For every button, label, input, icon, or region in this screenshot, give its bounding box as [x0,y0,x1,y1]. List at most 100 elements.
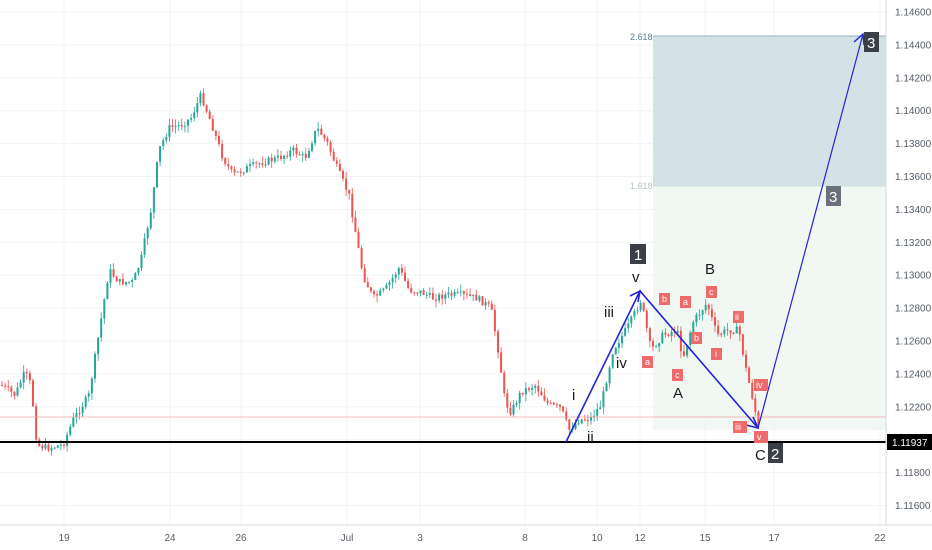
candle-body [72,417,75,427]
price-tick-label: 1.11600 [895,501,931,512]
candle-body [35,406,38,440]
candle-body [47,444,50,451]
current-price-tag-bg [887,434,932,450]
candle-body [332,151,335,161]
candle-body [658,343,661,347]
price-axis[interactable]: 1.14600 1.14400 1.14200 1.14000 1.13800 1.136… [885,0,932,525]
candle-body [329,141,332,152]
candle-body [338,163,341,171]
candle-body [707,304,710,310]
candle-body [543,395,546,401]
candle-body [410,287,413,293]
candle-body [450,292,453,296]
candle-body [528,388,530,390]
candle-body [453,292,456,296]
candle-body [586,420,589,422]
candle-body [218,135,220,145]
sub-b1: b [662,294,667,304]
candle-body [84,396,87,407]
candle-body [490,303,493,310]
candle-body [596,409,599,416]
candle-body [283,155,286,159]
candle-body [224,158,227,165]
wave-ii: ii [587,429,594,446]
candle-body [323,134,326,139]
candle-body [503,372,506,394]
candle-body [193,112,196,119]
candle-body [670,331,673,337]
candle-body [500,352,503,373]
candle-body [605,383,608,392]
candle-body [233,169,236,173]
sub-c2: c [709,287,714,297]
candle-body [521,392,524,395]
candle-body [683,351,685,356]
candle-body [549,402,552,404]
time-axis[interactable]: 19 24 26 Jul 3 8 10 12 15 17 22 [0,524,932,544]
candle-body [22,371,25,383]
candle-body [633,311,636,317]
candle-body [360,247,363,268]
candle-body [630,316,633,324]
wave-i: i [572,387,575,404]
candle-body [78,413,81,415]
candle-body [19,382,22,388]
candle-body [462,291,465,294]
candle-body [87,393,90,397]
candle-body [441,294,444,299]
candle-body [342,170,344,179]
time-tick-label: 26 [235,533,247,544]
sub-c2-box [706,286,717,298]
candle-body [676,330,679,333]
candle-body [230,166,233,170]
fib-label-2618: 2.618 [630,32,653,42]
candle-body [112,269,115,277]
candle-body [593,415,596,417]
candle-body [7,386,10,388]
candle-body [413,292,416,294]
price-tick-label: 1.14400 [895,40,932,51]
time-tick-label: 3 [417,533,423,544]
wave-C: C [755,447,766,464]
candle-body [509,407,512,415]
price-tick-label: 1.13200 [895,238,932,249]
candle-body [307,150,310,158]
price-tick-label: 1.13400 [895,205,932,216]
candle-body [25,371,28,374]
candle-body [748,367,751,383]
fib-extension-zone: 2.618 1.618 [630,32,886,430]
candle-body [642,302,645,311]
candle-body [428,292,431,295]
candle-body [317,128,320,131]
price-tick-label: 1.12200 [895,402,932,413]
candle-body [562,406,565,412]
candle-body [168,125,171,137]
candle-body [459,291,462,293]
candle-body [159,146,162,162]
candle-body [599,407,602,410]
candle-body [1,385,3,386]
candle-body [397,268,400,275]
candle-body [447,292,450,295]
price-tick-label: 1.14000 [895,106,932,117]
candle-body [624,328,627,336]
candle-body [174,126,177,128]
candle-body [100,318,103,338]
candle-body [320,128,323,135]
price-tick-label: 1.13600 [895,172,932,183]
candle-body [580,419,583,424]
candle-body [298,154,301,156]
candle-body [199,93,202,104]
candle-body [134,273,137,281]
time-tick-label: 15 [699,533,711,544]
candle-body [704,304,707,311]
candle-body [376,294,379,296]
candle-body [286,155,289,157]
wave-label-3-mid-box [826,186,841,206]
candle-body [369,287,372,292]
candle-body [636,310,639,312]
candle-body [270,157,273,162]
candle-body [261,163,264,166]
candle-body [146,228,149,239]
